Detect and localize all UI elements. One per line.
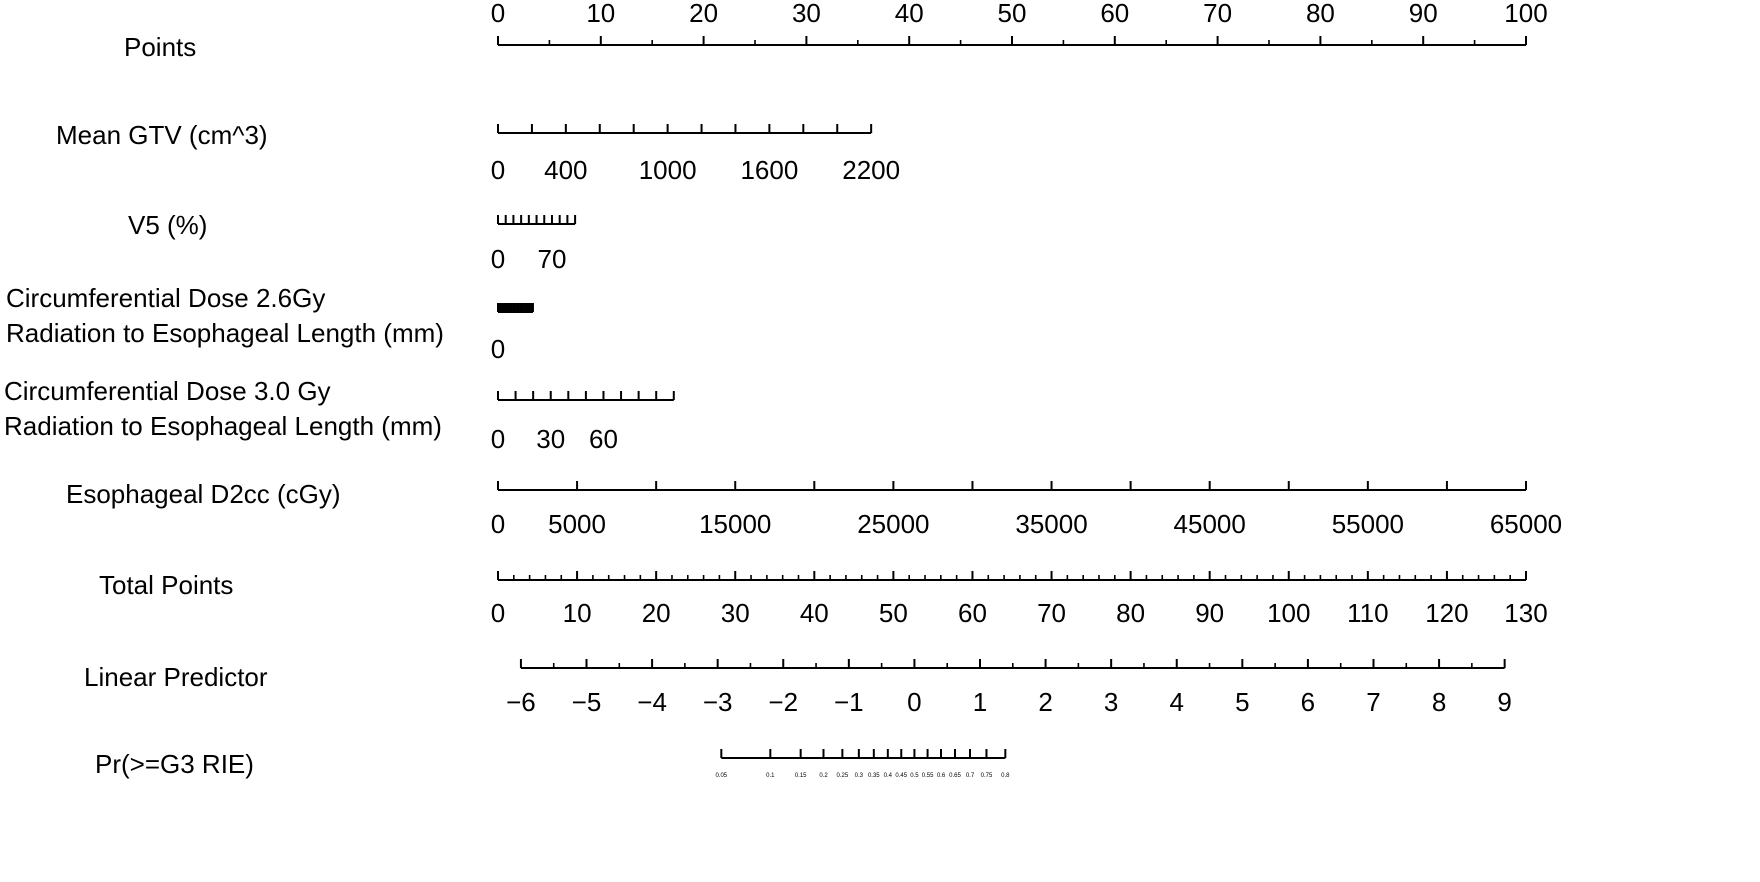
total_points-tick-label: 90: [1195, 598, 1224, 628]
probability-tick-label: 0.25: [837, 773, 849, 779]
probability-tick-label: 0.5: [910, 773, 919, 779]
linear_predictor-tick-label: 1: [973, 687, 987, 717]
probability-label: Pr(>=G3 RIE): [95, 749, 254, 779]
points-tick-label: 40: [895, 0, 924, 28]
total_points-tick-label: 30: [721, 598, 750, 628]
d2cc-tick-label: 65000: [1490, 509, 1562, 539]
linear_predictor-tick-label: 0: [907, 687, 921, 717]
probability-tick-label: 0.45: [895, 773, 907, 779]
mean_gtv-tick-label: 1600: [740, 155, 798, 185]
probability-tick-label: 0.1: [766, 773, 775, 779]
circ_26-label: Circumferential Dose 2.6Gy: [6, 283, 325, 313]
probability-tick-label: 0.05: [715, 773, 727, 779]
mean_gtv-label: Mean GTV (cm^3): [56, 120, 268, 150]
circ_30-tick-label: 30: [536, 424, 565, 454]
total_points-tick-label: 80: [1116, 598, 1145, 628]
total_points-tick-label: 120: [1425, 598, 1468, 628]
probability-tick-label: 0.15: [795, 773, 807, 779]
total_points-tick-label: 110: [1347, 598, 1388, 628]
linear_predictor-label: Linear Predictor: [84, 662, 268, 692]
circ_30-tick-label: 60: [589, 424, 618, 454]
d2cc-tick-label: 25000: [857, 509, 929, 539]
points-tick-label: 70: [1203, 0, 1232, 28]
d2cc-tick-label: 55000: [1332, 509, 1404, 539]
total_points-tick-label: 20: [642, 598, 671, 628]
circ_30-label: Radiation to Esophageal Length (mm): [4, 411, 442, 441]
linear_predictor-tick-label: 2: [1038, 687, 1052, 717]
linear_predictor-tick-label: −1: [834, 687, 864, 717]
linear_predictor-tick-label: −6: [506, 687, 536, 717]
mean_gtv-tick-label: 400: [544, 155, 587, 185]
total_points-tick-label: 100: [1267, 598, 1310, 628]
points-tick-label: 10: [586, 0, 615, 28]
d2cc-tick-label: 15000: [699, 509, 771, 539]
probability-tick-label: 0.4: [884, 773, 893, 779]
d2cc-label: Esophageal D2cc (cGy): [66, 479, 341, 509]
points-tick-label: 80: [1306, 0, 1335, 28]
linear_predictor-tick-label: 4: [1170, 687, 1184, 717]
mean_gtv-tick-label: 2200: [842, 155, 900, 185]
circ_30-label: Circumferential Dose 3.0 Gy: [4, 376, 331, 406]
circ_30-tick-label: 0: [491, 424, 505, 454]
mean_gtv-tick-label: 0: [491, 155, 505, 185]
linear_predictor-tick-label: 3: [1104, 687, 1118, 717]
linear_predictor-tick-label: −3: [703, 687, 733, 717]
points-tick-label: 50: [998, 0, 1027, 28]
linear_predictor-tick-label: −5: [572, 687, 602, 717]
total_points-tick-label: 40: [800, 598, 829, 628]
linear_predictor-tick-label: −4: [637, 687, 667, 717]
circ_26-tick-label: 0: [491, 334, 505, 364]
mean_gtv-tick-label: 1000: [639, 155, 697, 185]
probability-tick-label: 0.3: [855, 773, 864, 779]
linear_predictor-tick-label: −2: [768, 687, 798, 717]
probability-tick-label: 0.8: [1001, 773, 1010, 779]
points-tick-label: 100: [1504, 0, 1547, 28]
points-tick-label: 30: [792, 0, 821, 28]
v5-label: V5 (%): [128, 210, 207, 240]
probability-tick-label: 0.65: [949, 773, 961, 779]
total_points-tick-label: 70: [1037, 598, 1066, 628]
total_points-label: Total Points: [99, 570, 233, 600]
points-tick-label: 0: [491, 0, 505, 28]
v5-tick-label: 0: [491, 244, 505, 274]
linear_predictor-tick-label: 6: [1301, 687, 1315, 717]
linear_predictor-tick-label: 5: [1235, 687, 1249, 717]
points-label: Points: [124, 32, 196, 62]
total_points-tick-label: 60: [958, 598, 987, 628]
probability-tick-label: 0.6: [937, 773, 946, 779]
d2cc-tick-label: 0: [491, 509, 505, 539]
v5-tick-label: 70: [538, 244, 567, 274]
points-tick-label: 90: [1409, 0, 1438, 28]
linear_predictor-tick-label: 9: [1497, 687, 1511, 717]
probability-tick-label: 0.55: [922, 773, 934, 779]
total_points-tick-label: 130: [1504, 598, 1547, 628]
d2cc-tick-label: 5000: [548, 509, 606, 539]
circ_26-label: Radiation to Esophageal Length (mm): [6, 318, 444, 348]
linear_predictor-tick-label: 7: [1366, 687, 1380, 717]
probability-tick-label: 0.75: [981, 773, 993, 779]
probability-tick-label: 0.35: [868, 773, 880, 779]
total_points-tick-label: 0: [491, 598, 505, 628]
linear_predictor-tick-label: 8: [1432, 687, 1446, 717]
points-tick-label: 20: [689, 0, 718, 28]
probability-tick-label: 0.2: [819, 773, 828, 779]
d2cc-tick-label: 35000: [1015, 509, 1087, 539]
total_points-tick-label: 50: [879, 598, 908, 628]
total_points-tick-label: 10: [563, 598, 592, 628]
d2cc-tick-label: 45000: [1174, 509, 1246, 539]
points-tick-label: 60: [1100, 0, 1129, 28]
probability-tick-label: 0.7: [966, 773, 975, 779]
